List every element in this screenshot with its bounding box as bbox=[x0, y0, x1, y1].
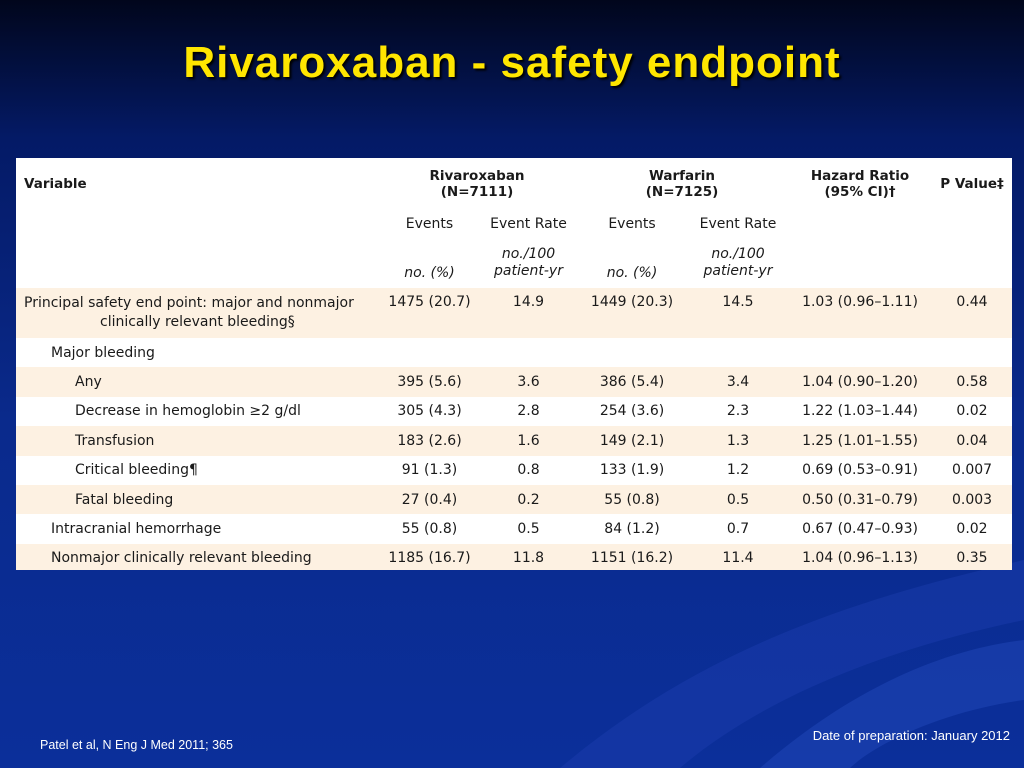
riva-rate-cell: 1.6 bbox=[517, 432, 540, 449]
table-row: Any 395 (5.6) 3.6 386 (5.4) 3.4 1.04 (0.… bbox=[16, 367, 1012, 397]
row-label-line-1: Principal safety end point: major and no… bbox=[24, 295, 354, 311]
row-label-line-2: clinically relevant bleeding§ bbox=[100, 314, 295, 330]
warf-rate-cell: 2.3 bbox=[726, 403, 750, 420]
table-row: Transfusion 183 (2.6) 1.6 149 (2.1) 1.3 … bbox=[16, 426, 1012, 456]
riva-events-cell: 183 (2.6) bbox=[397, 432, 462, 449]
table-row: Critical bleeding¶ 91 (1.3) 0.8 133 (1.9… bbox=[16, 456, 1012, 485]
warf-events-cell: 149 (2.1) bbox=[599, 432, 665, 449]
header-warfarin: Warfarin (N=7125) bbox=[576, 158, 788, 210]
header-hazard-ratio-ci: (95% CI)† bbox=[824, 184, 896, 200]
table-row: Nonmajor clinically relevant bleeding 11… bbox=[16, 543, 1012, 570]
header-warf-events-unit: no. (%) bbox=[606, 265, 658, 281]
p-value-cell: 0.58 bbox=[956, 374, 988, 391]
header-riva-rate-unit: no./100 patient-yr bbox=[481, 238, 576, 288]
riva-rate-cell: 0.2 bbox=[517, 491, 540, 508]
riva-rate-cell: 0.5 bbox=[517, 521, 540, 538]
header-hazard-ratio-label: Hazard Ratio bbox=[810, 168, 910, 184]
hazard-ratio-cell: 0.69 (0.53–0.91) bbox=[802, 462, 918, 479]
riva-rate-cell: 2.8 bbox=[517, 403, 540, 420]
riva-events-cell: 395 (5.6) bbox=[397, 374, 462, 391]
header-riva-events: Events bbox=[405, 216, 454, 232]
warf-rate-cell: 0.7 bbox=[726, 521, 750, 538]
slide-title: Rivaroxaban - safety endpoint bbox=[183, 38, 841, 87]
preparation-date: Date of preparation: January 2012 bbox=[812, 728, 1010, 743]
header-warf-event-rate: Event Rate bbox=[699, 216, 777, 232]
header-riva-rate-unit-1: no./100 bbox=[501, 246, 556, 262]
riva-rate-cell: 0.8 bbox=[517, 462, 540, 479]
row-label: Decrease in hemoglobin ≥2 g/dl bbox=[75, 403, 301, 420]
header-warfarin-name: Warfarin bbox=[648, 168, 716, 184]
table-row: Intracranial hemorrhage 55 (0.8) 0.5 84 … bbox=[16, 514, 1012, 543]
riva-events-cell: 55 (0.8) bbox=[401, 521, 458, 538]
row-label: Major bleeding bbox=[51, 344, 155, 361]
p-value-cell: 0.04 bbox=[956, 432, 988, 449]
header-rivaroxaban: Rivaroxaban (N=7111) bbox=[378, 158, 576, 210]
row-label: Critical bleeding¶ bbox=[75, 462, 198, 479]
warf-events-cell: 55 (0.8) bbox=[604, 491, 660, 508]
p-value-cell: 0.02 bbox=[956, 403, 988, 420]
riva-events-cell: 27 (0.4) bbox=[401, 491, 458, 508]
riva-events-cell: 91 (1.3) bbox=[401, 462, 458, 479]
p-value-cell: 0.35 bbox=[956, 550, 988, 567]
hazard-ratio-cell: 1.04 (0.96–1.13) bbox=[802, 550, 918, 567]
warf-events-cell: 133 (1.9) bbox=[599, 462, 665, 479]
hazard-ratio-cell: 0.67 (0.47–0.93) bbox=[802, 521, 918, 538]
row-label: Any bbox=[75, 374, 102, 391]
warf-rate-cell: 14.5 bbox=[722, 294, 754, 310]
warf-events-cell: 1449 (20.3) bbox=[590, 294, 674, 310]
warf-rate-cell: 1.3 bbox=[726, 432, 750, 449]
citation: Patel et al, N Eng J Med 2011; 365 bbox=[40, 738, 233, 752]
table-row: Fatal bleeding 27 (0.4) 0.2 55 (0.8) 0.5… bbox=[16, 484, 1012, 515]
p-value-cell: 0.003 bbox=[951, 491, 993, 508]
riva-events-cell: 305 (4.3) bbox=[397, 403, 462, 420]
warf-rate-cell: 3.4 bbox=[726, 374, 750, 391]
header-warfarin-n: (N=7125) bbox=[645, 184, 719, 200]
table-row: Major bleeding bbox=[16, 338, 1012, 367]
header-rivaroxaban-n: (N=7111) bbox=[440, 184, 514, 200]
header-warf-rate-unit: no./100 patient-yr bbox=[688, 238, 788, 288]
hazard-ratio-cell: 1.04 (0.90–1.20) bbox=[802, 374, 918, 391]
warf-events-cell: 254 (3.6) bbox=[599, 403, 665, 420]
header-rivaroxaban-name: Rivaroxaban bbox=[429, 168, 525, 184]
p-value-cell: 0.007 bbox=[951, 462, 993, 479]
row-label: Intracranial hemorrhage bbox=[51, 521, 222, 538]
riva-events-cell: 1185 (16.7) bbox=[388, 550, 471, 567]
header-warf-rate-unit-1: no./100 bbox=[711, 246, 765, 262]
row-label: Transfusion bbox=[75, 432, 155, 449]
results-table: Variable Rivaroxaban (N=7111) Warfarin (… bbox=[16, 158, 1012, 570]
table-row: Decrease in hemoglobin ≥2 g/dl 305 (4.3)… bbox=[16, 397, 1012, 426]
warf-events-cell: 386 (5.4) bbox=[599, 374, 665, 391]
hazard-ratio-cell: 1.22 (1.03–1.44) bbox=[802, 403, 918, 420]
riva-rate-cell: 11.8 bbox=[512, 550, 545, 567]
header-variable: Variable bbox=[24, 176, 87, 192]
header-riva-event-rate: Event Rate bbox=[490, 216, 567, 232]
hazard-ratio-cell: 1.03 (0.96–1.11) bbox=[802, 294, 918, 310]
row-label: Principal safety end point: major and no… bbox=[16, 288, 378, 338]
header-warf-rate-unit-2: patient-yr bbox=[703, 263, 773, 279]
safety-endpoint-table: Variable Rivaroxaban (N=7111) Warfarin (… bbox=[16, 158, 1012, 570]
riva-rate-cell: 3.6 bbox=[517, 374, 540, 391]
header-p-value: P Value‡ bbox=[940, 176, 1004, 192]
riva-events-cell: 1475 (20.7) bbox=[388, 294, 471, 310]
riva-rate-cell: 14.9 bbox=[512, 294, 545, 310]
p-value-cell: 0.44 bbox=[956, 294, 988, 310]
p-value-cell: 0.02 bbox=[956, 521, 988, 538]
header-warf-events: Events bbox=[608, 216, 656, 232]
header-riva-rate-unit-2: patient-yr bbox=[494, 263, 563, 279]
hazard-ratio-cell: 1.25 (1.01–1.55) bbox=[802, 432, 918, 449]
table-row: Principal safety end point: major and no… bbox=[16, 288, 1012, 338]
row-label: Fatal bleeding bbox=[75, 491, 174, 508]
header-hazard-ratio: Hazard Ratio (95% CI)† bbox=[788, 158, 932, 210]
warf-rate-cell: 0.5 bbox=[726, 491, 750, 508]
header-riva-events-unit: no. (%) bbox=[404, 265, 455, 281]
warf-rate-cell: 1.2 bbox=[726, 462, 750, 479]
hazard-ratio-cell: 0.50 (0.31–0.79) bbox=[802, 491, 918, 508]
row-label: Nonmajor clinically relevant bleeding bbox=[51, 550, 312, 567]
warf-events-cell: 84 (1.2) bbox=[604, 521, 660, 538]
warf-events-cell: 1151 (16.2) bbox=[590, 550, 674, 567]
warf-rate-cell: 11.4 bbox=[722, 550, 754, 567]
